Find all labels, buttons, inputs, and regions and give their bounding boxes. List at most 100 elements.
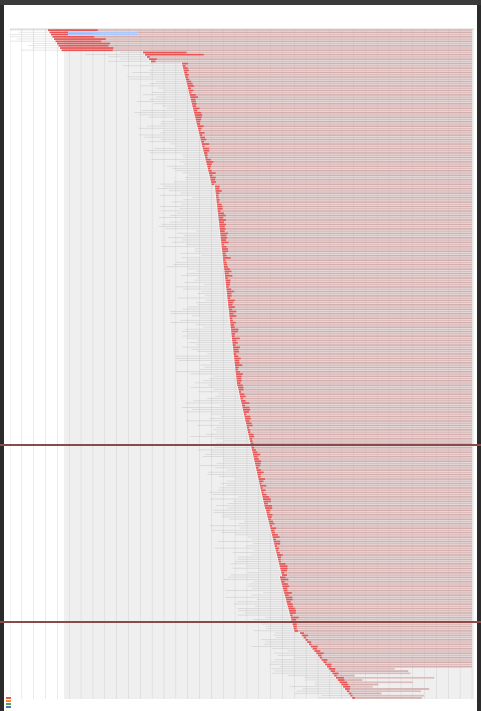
request-url-label <box>180 203 216 205</box>
ttfb-segment <box>280 567 288 570</box>
request-bar <box>211 181 472 183</box>
request-bar <box>305 639 472 641</box>
request-bar <box>262 496 472 498</box>
request-bar <box>281 580 472 583</box>
ttfb-segment <box>211 181 217 183</box>
request-url-label <box>186 337 231 339</box>
request-bar <box>226 290 472 293</box>
ttfb-segment <box>293 627 297 630</box>
request-url-label <box>213 509 265 511</box>
request-bar <box>274 542 472 545</box>
request-url-label <box>207 353 233 355</box>
request-url-label <box>175 371 235 373</box>
request-bar <box>188 87 473 90</box>
request-bar <box>235 364 472 366</box>
request-url-label <box>142 94 189 96</box>
request-url-label <box>120 58 148 60</box>
request-url-label <box>149 69 183 71</box>
window-top-bar <box>0 0 481 5</box>
request-bar <box>286 601 472 603</box>
request-url-label <box>234 478 258 480</box>
request-url-label <box>175 145 202 147</box>
request-bar <box>267 516 472 518</box>
request-bar <box>195 116 472 119</box>
ttfb-segment <box>280 569 288 572</box>
ttfb-segment <box>275 547 280 550</box>
request-bar <box>272 536 472 538</box>
ttfb-segment <box>283 587 288 590</box>
ttfb-segment <box>228 301 234 304</box>
ttfb-segment <box>182 65 186 67</box>
request-bar <box>345 688 430 690</box>
ttfb-segment <box>309 643 312 646</box>
ttfb-segment <box>223 257 231 259</box>
ttfb-segment <box>281 583 288 585</box>
request-bar <box>234 355 472 358</box>
request-bar <box>290 616 472 619</box>
ttfb-segment <box>274 542 281 545</box>
request-bar <box>222 254 472 257</box>
ttfb-segment <box>328 668 336 670</box>
request-bar <box>190 96 472 98</box>
ttfb-segment <box>250 440 253 442</box>
request-url-label <box>149 63 181 64</box>
request-url-label <box>181 407 242 408</box>
request-bar <box>321 659 472 661</box>
request-bar <box>291 618 472 621</box>
request-bar <box>60 47 472 49</box>
request-url-label <box>160 123 196 125</box>
request-bar <box>277 554 472 556</box>
request-url-label <box>160 183 211 185</box>
request-bar <box>259 480 472 483</box>
request-bar <box>232 337 472 340</box>
request-url-label <box>204 366 235 368</box>
request-url-label <box>146 125 197 127</box>
request-bar <box>231 328 472 331</box>
ttfb-segment <box>211 183 214 186</box>
legend-item <box>6 697 13 700</box>
ttfb-segment <box>238 388 244 391</box>
ttfb-segment <box>278 558 281 561</box>
request-url-label <box>178 360 234 361</box>
request-url-label <box>161 246 221 248</box>
request-bar <box>185 76 473 78</box>
ttfb-segment <box>242 406 250 409</box>
request-url-label <box>252 619 291 620</box>
ttfb-segment <box>281 572 285 574</box>
ttfb-segment <box>247 426 250 429</box>
request-url-label <box>251 646 310 647</box>
ttfb-segment <box>236 379 242 382</box>
request-url-label <box>196 270 224 272</box>
request-bar <box>275 549 472 552</box>
request-url-label <box>180 252 222 254</box>
request-bar <box>194 114 472 116</box>
request-url-label <box>226 485 259 486</box>
ttfb-segment <box>251 446 255 449</box>
ttfb-segment <box>199 132 205 134</box>
legend-swatch <box>6 697 11 700</box>
request-bar <box>191 103 472 105</box>
request-bar <box>276 551 472 554</box>
request-bar <box>230 324 472 326</box>
request-url-label <box>171 201 216 203</box>
ttfb-segment <box>286 598 293 601</box>
ttfb-segment <box>219 228 226 230</box>
request-url-label <box>191 409 242 411</box>
legend-item <box>6 706 13 709</box>
request-bar <box>186 82 472 85</box>
ttfb-segment <box>210 176 216 179</box>
request-bar <box>230 321 472 324</box>
request-bar <box>215 187 472 190</box>
request-url-label <box>152 67 183 69</box>
request-bar <box>204 154 473 157</box>
ttfb-segment <box>231 330 238 333</box>
ttfb-segment <box>184 71 188 74</box>
request-url-label <box>21 49 61 51</box>
request-bar <box>269 525 472 527</box>
request-url-label <box>200 255 222 256</box>
row-separator <box>0 444 481 446</box>
request-bar <box>281 574 472 576</box>
ttfb-segment <box>222 250 229 253</box>
request-bar <box>226 283 472 286</box>
request-url-label <box>165 228 219 230</box>
